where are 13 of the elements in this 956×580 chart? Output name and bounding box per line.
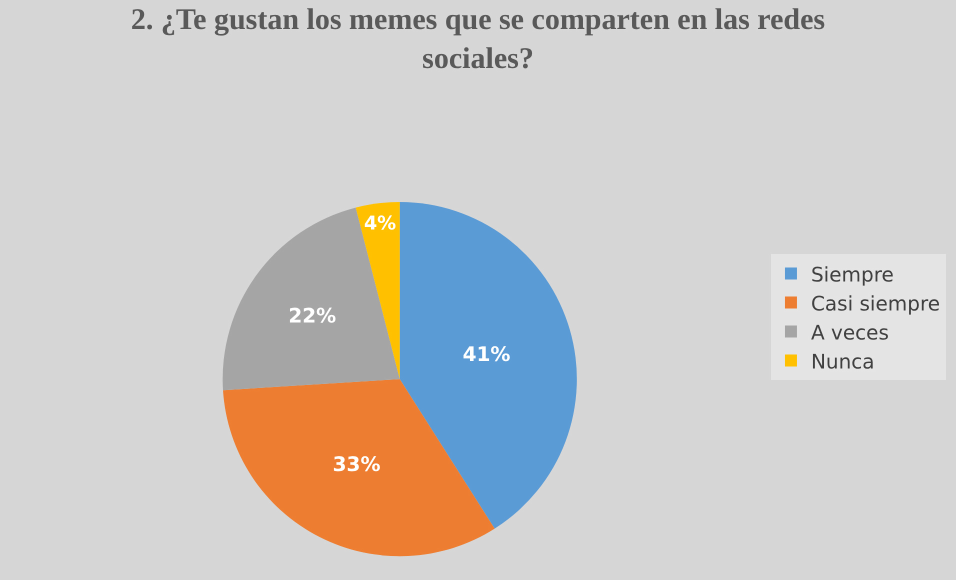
data-label: 41%: [462, 342, 510, 366]
data-label: 22%: [288, 304, 336, 328]
legend-label: A veces: [810, 320, 889, 344]
data-label: 4%: [364, 212, 396, 235]
pie-slice: [400, 202, 577, 529]
data-label: 33%: [332, 452, 380, 476]
chart-title: 2. ¿Te gustan los memes que se comparten en las redes sociales?: [130, 3, 826, 75]
legend-label: Siempre: [810, 262, 894, 286]
pie-slice: [223, 379, 495, 556]
pie-slice: [223, 208, 400, 390]
legend-label: Nunca: [810, 349, 875, 374]
pie-slice: [356, 202, 400, 380]
legend-label: Casi siempre: [810, 291, 940, 316]
